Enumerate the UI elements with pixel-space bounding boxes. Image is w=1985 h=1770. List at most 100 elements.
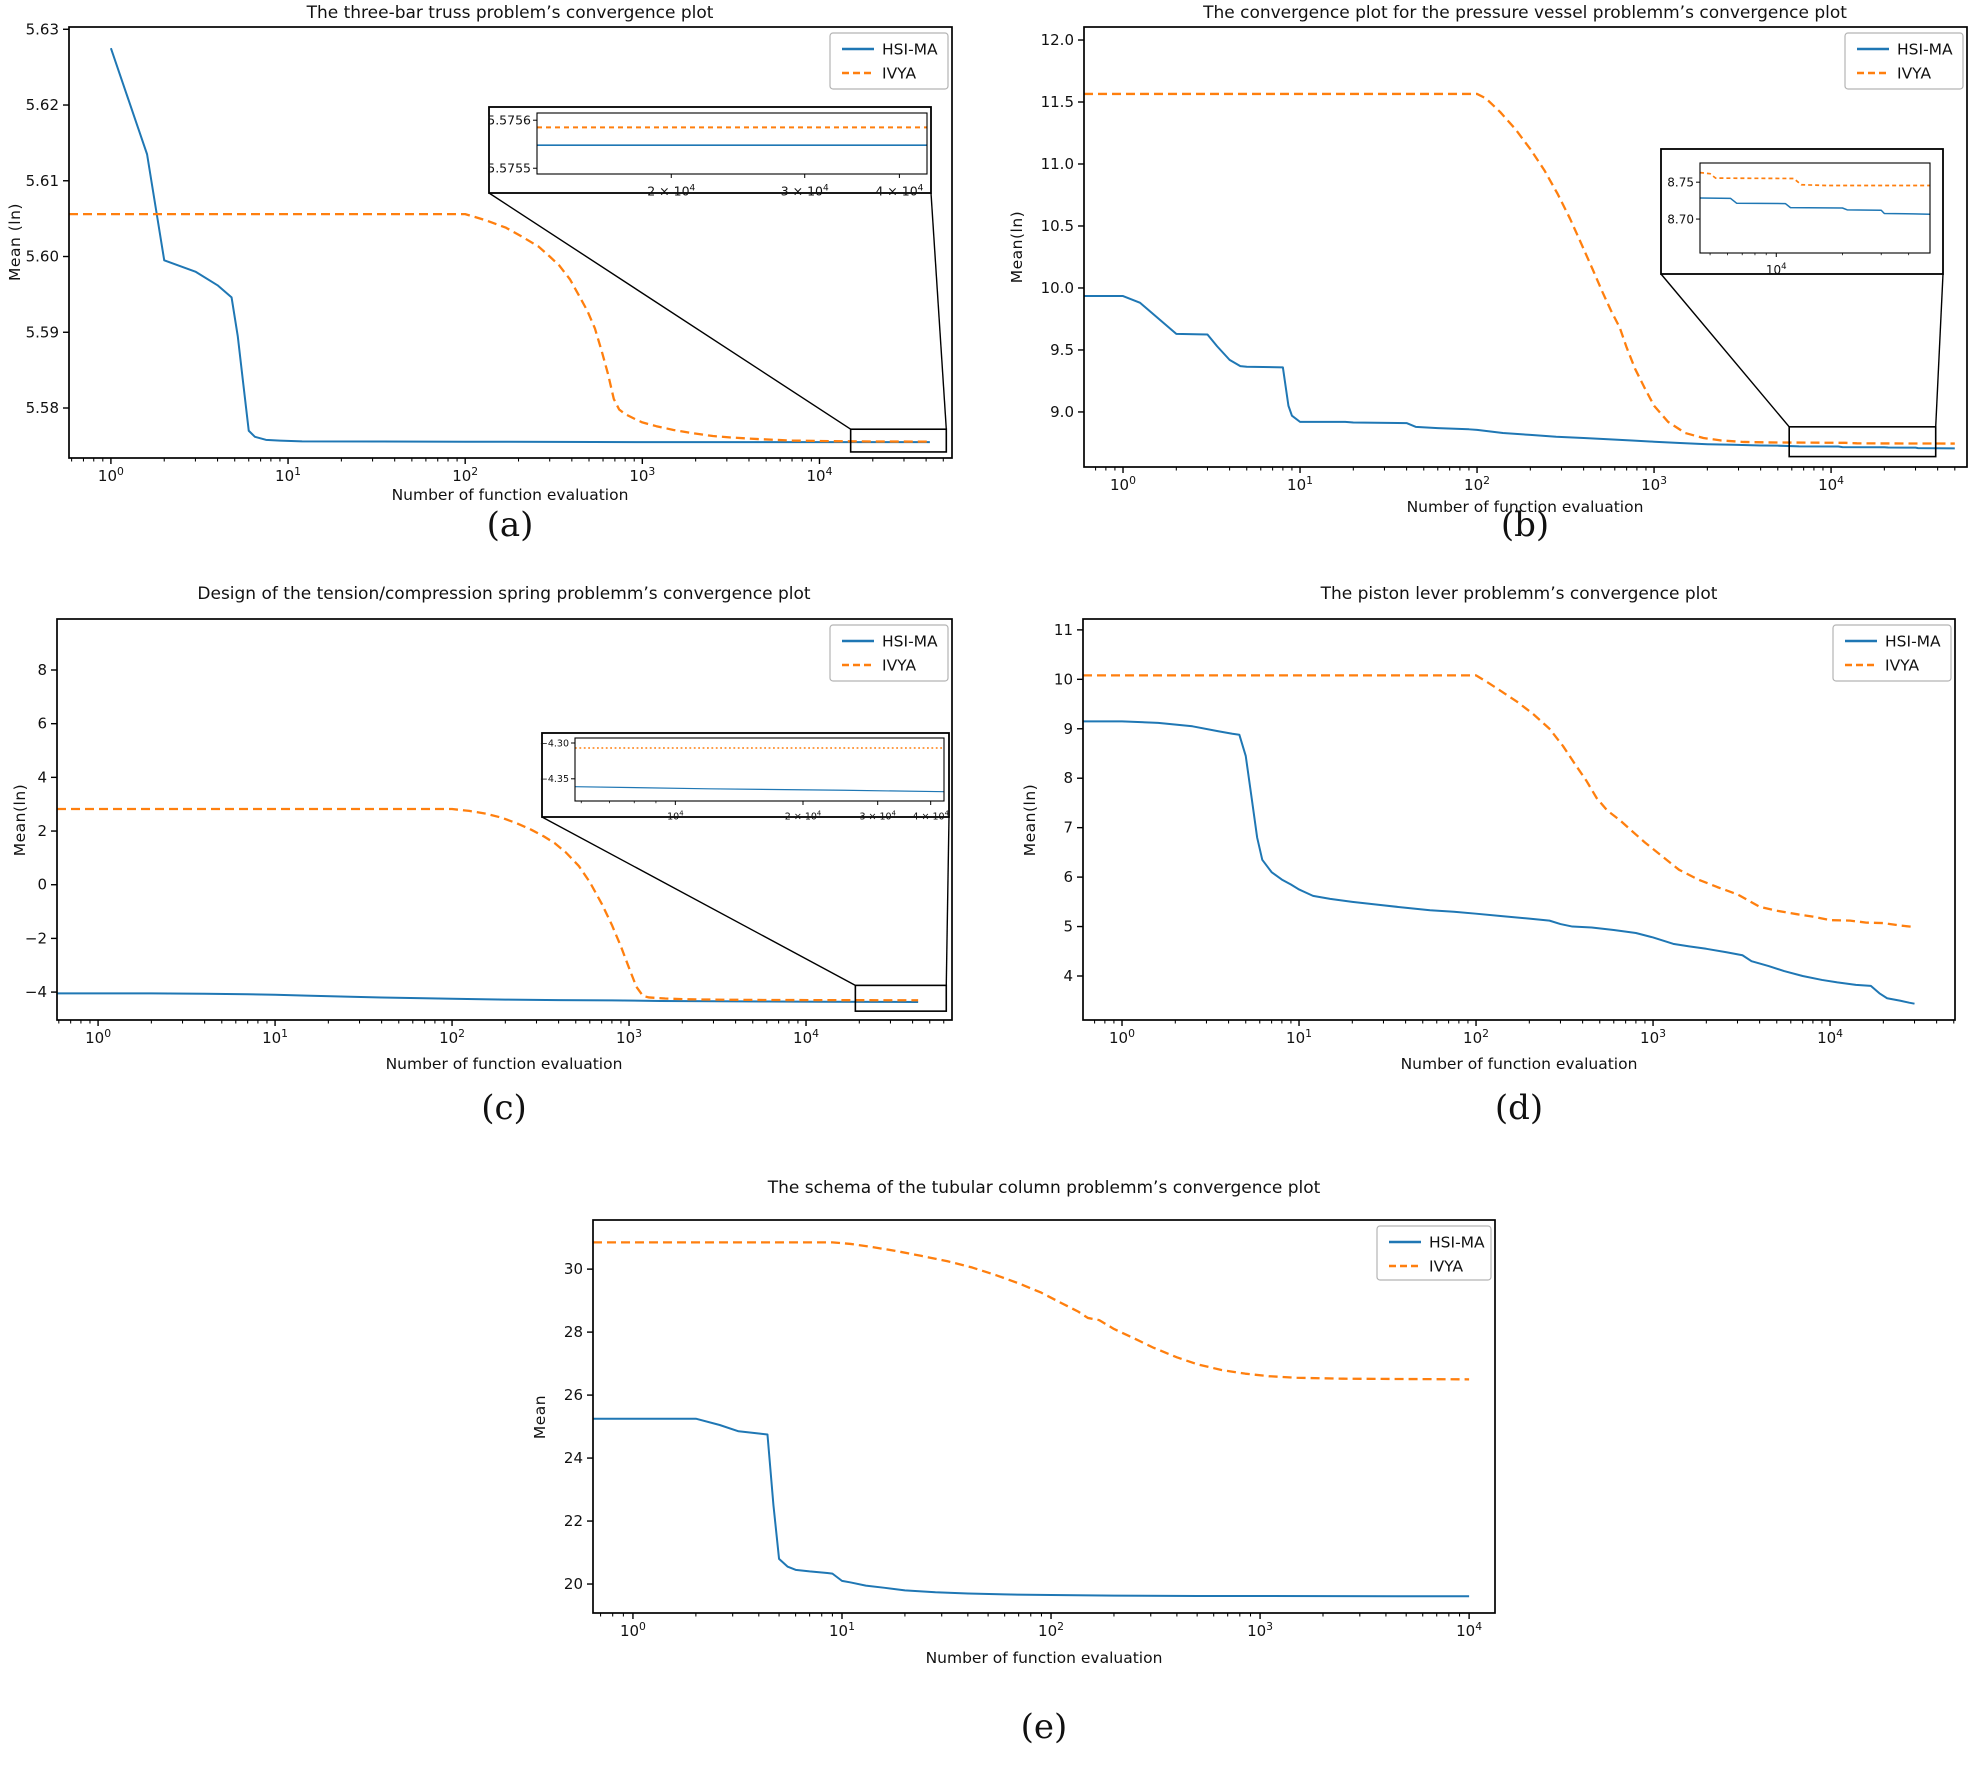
legend-box bbox=[829, 32, 949, 90]
zoom-region-rect bbox=[1788, 426, 1937, 458]
inset-axes-frame bbox=[536, 112, 928, 175]
x-axis-label: Number of function evaluation bbox=[1401, 1055, 1638, 1073]
x-tick-label: 101 bbox=[1287, 474, 1313, 494]
subfigure-caption: (a) bbox=[487, 505, 534, 545]
legend-label: IVYA bbox=[1897, 65, 1931, 83]
x-axis-label: Number of function evaluation bbox=[392, 486, 629, 504]
x-tick-label: 104 bbox=[806, 465, 832, 485]
legend: HSI-MA IVYA bbox=[1376, 1225, 1492, 1281]
y-tick-label: 11.5 bbox=[1041, 93, 1074, 111]
y-tick-label: 6 bbox=[37, 715, 47, 733]
inset-axes: 5.5756 5.5755 2 × 104 3 × 104 4 × 104 bbox=[487, 112, 928, 199]
x-tick-label: 101 bbox=[275, 465, 301, 485]
x-tick-label: 103 bbox=[1640, 1027, 1666, 1047]
chart-title: The convergence plot for the pressure ve… bbox=[1202, 3, 1847, 23]
y-tick-label: 11.0 bbox=[1041, 155, 1074, 173]
x-tick-label: 100 bbox=[85, 1027, 111, 1047]
inset-axes-frame bbox=[574, 737, 945, 802]
series-hsi-ma bbox=[109, 47, 930, 444]
y-axis-label: Mean(ln) bbox=[11, 784, 29, 856]
legend-label: IVYA bbox=[882, 65, 916, 83]
axis-ticks: 8 6 4 2 0 −2 −4 100 101 102 103 104 bbox=[25, 661, 945, 1047]
series-hsi-ma bbox=[1700, 197, 1930, 216]
x-tick-label: 102 bbox=[439, 1027, 465, 1047]
series-ivya bbox=[1084, 92, 1955, 445]
legend-label: HSI-MA bbox=[882, 41, 938, 59]
axes-frame bbox=[1083, 26, 1968, 468]
inset-y-tick-label: −4.35 bbox=[540, 774, 569, 785]
legend-label: IVYA bbox=[882, 657, 916, 675]
x-axis-label: Number of function evaluation bbox=[1407, 498, 1644, 516]
inset-y-tick-label: 5.5756 bbox=[487, 113, 531, 128]
legend-box bbox=[829, 624, 949, 682]
x-tick-label: 103 bbox=[1641, 474, 1667, 494]
x-tick-label: 104 bbox=[1817, 1027, 1843, 1047]
zoom-connector-line bbox=[930, 192, 947, 430]
subfigure-caption: (b) bbox=[1501, 505, 1549, 545]
inset-axes-frame bbox=[1699, 162, 1931, 254]
inset-y-tick-label: 5.5755 bbox=[487, 161, 531, 176]
x-axis-label: Number of function evaluation bbox=[386, 1055, 623, 1073]
inset-frame bbox=[541, 732, 950, 818]
legend: HSI-MA IVYA bbox=[829, 32, 949, 90]
y-axis-label: Mean (ln) bbox=[6, 203, 24, 281]
plot-series bbox=[69, 47, 930, 444]
x-tick-label: 4 × 104 bbox=[875, 184, 923, 199]
y-tick-label: 5.61 bbox=[26, 172, 59, 190]
series-hsi-ma bbox=[1083, 720, 1915, 1005]
zoom-connector-line bbox=[1934, 273, 1944, 427]
y-tick-label: 7 bbox=[1063, 819, 1073, 837]
chart-e-svg: The schema of the tubular column problem… bbox=[531, 1178, 1496, 1747]
x-tick-label: 103 bbox=[629, 465, 655, 485]
chart-a-svg: The three-bar truss problem’s convergenc… bbox=[6, 3, 953, 545]
x-tick-label: 101 bbox=[1286, 1027, 1312, 1047]
y-tick-label: 9.5 bbox=[1050, 341, 1074, 359]
x-tick-label: 3 × 104 bbox=[781, 184, 829, 199]
plot-series bbox=[57, 807, 919, 1004]
series-hsi-ma bbox=[1084, 295, 1955, 450]
chart-title: Design of the tension/compression spring… bbox=[197, 584, 811, 604]
axis-ticks: 30 28 26 24 22 20 100 101 102 103 104 bbox=[564, 1260, 1482, 1640]
legend-label: HSI-MA bbox=[882, 633, 938, 651]
legend: HSI-MA IVYA bbox=[1832, 624, 1952, 682]
axes-frame bbox=[68, 26, 953, 459]
panel-a: The three-bar truss problem’s convergenc… bbox=[0, 0, 992, 578]
inset-y-tick-label: 8.75 bbox=[1667, 175, 1694, 189]
y-tick-label: 5.62 bbox=[26, 96, 59, 114]
y-tick-label: 10.0 bbox=[1041, 279, 1074, 297]
inset-axes: 8.75 8.70 104 bbox=[1667, 162, 1931, 277]
x-tick-label: 104 bbox=[1456, 1620, 1482, 1640]
inset-y-tick-label: 8.70 bbox=[1667, 212, 1694, 226]
y-tick-label: 5.63 bbox=[26, 20, 59, 38]
series-hsi-ma bbox=[593, 1417, 1470, 1598]
y-tick-label: 11 bbox=[1054, 621, 1073, 639]
legend: HSI-MA IVYA bbox=[1844, 32, 1964, 90]
y-axis-label: Mean(ln) bbox=[1021, 784, 1039, 856]
y-tick-label: 5.58 bbox=[26, 399, 59, 417]
y-tick-label: 5.59 bbox=[26, 323, 59, 341]
y-tick-label: 4 bbox=[1063, 967, 1073, 985]
x-tick-label: 100 bbox=[620, 1620, 646, 1640]
x-tick-label: 102 bbox=[1463, 1027, 1489, 1047]
y-tick-label: 20 bbox=[564, 1575, 583, 1593]
x-tick-label: 104 bbox=[1818, 474, 1844, 494]
series-ivya bbox=[593, 1241, 1470, 1381]
legend-label: HSI-MA bbox=[1897, 41, 1953, 59]
axis-ticks: 5.63 5.62 5.61 5.60 5.59 5.58 100 101 102 103 104 bbox=[26, 20, 944, 485]
x-tick-label: 104 bbox=[667, 810, 683, 823]
x-tick-label: 100 bbox=[1110, 474, 1136, 494]
axes-frame bbox=[592, 1219, 1496, 1614]
y-tick-label: 8 bbox=[1063, 769, 1073, 787]
y-tick-label: 4 bbox=[37, 768, 47, 786]
x-tick-label: 101 bbox=[829, 1620, 855, 1640]
y-tick-label: 5.60 bbox=[26, 248, 59, 266]
y-tick-label: 2 bbox=[37, 822, 47, 840]
chart-d-svg: The piston lever problemm’s convergence … bbox=[1021, 584, 1956, 1128]
x-axis-label: Number of function evaluation bbox=[926, 1649, 1163, 1667]
series-ivya bbox=[57, 807, 919, 1002]
panel-e: The schema of the tubular column problem… bbox=[430, 1172, 1555, 1770]
legend-label: IVYA bbox=[1885, 657, 1919, 675]
zoom-connector-line bbox=[488, 192, 852, 430]
chart-title: The schema of the tubular column problem… bbox=[767, 1178, 1321, 1198]
legend-label: IVYA bbox=[1429, 1258, 1463, 1276]
